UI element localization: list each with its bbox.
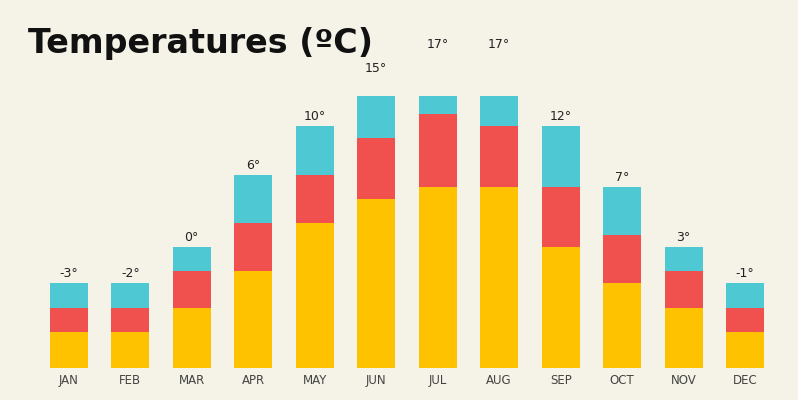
Bar: [603, 283, 642, 368]
Bar: [542, 126, 580, 187]
Bar: [234, 223, 272, 271]
Bar: [358, 78, 395, 138]
Bar: [480, 187, 518, 368]
Bar: [480, 54, 518, 126]
Bar: [49, 332, 88, 368]
Text: 0°: 0°: [184, 231, 199, 244]
Text: 7°: 7°: [615, 171, 630, 184]
Bar: [358, 199, 395, 368]
Bar: [111, 283, 149, 308]
Text: Temperatures (ºC): Temperatures (ºC): [28, 27, 373, 60]
Bar: [726, 283, 764, 308]
Text: 12°: 12°: [550, 110, 571, 123]
Bar: [419, 114, 456, 187]
Bar: [49, 308, 88, 332]
Bar: [542, 187, 580, 247]
Text: -3°: -3°: [59, 267, 78, 280]
Bar: [172, 308, 211, 368]
Bar: [49, 283, 88, 308]
Text: 10°: 10°: [303, 110, 326, 123]
Text: 17°: 17°: [427, 38, 448, 51]
Text: 17°: 17°: [488, 38, 511, 51]
Text: -1°: -1°: [736, 267, 755, 280]
Bar: [665, 271, 703, 308]
Bar: [665, 308, 703, 368]
Bar: [603, 187, 642, 235]
Text: 3°: 3°: [677, 231, 691, 244]
Bar: [358, 138, 395, 199]
Bar: [234, 271, 272, 368]
Bar: [296, 223, 334, 368]
Bar: [172, 271, 211, 308]
Bar: [542, 247, 580, 368]
Bar: [726, 332, 764, 368]
Bar: [603, 235, 642, 283]
Bar: [726, 308, 764, 332]
Bar: [665, 247, 703, 271]
Text: 15°: 15°: [365, 62, 387, 75]
Bar: [419, 187, 456, 368]
Bar: [296, 174, 334, 223]
Bar: [234, 174, 272, 223]
Bar: [111, 308, 149, 332]
Bar: [172, 247, 211, 271]
Text: 6°: 6°: [246, 158, 260, 172]
Text: -2°: -2°: [121, 267, 140, 280]
Bar: [111, 332, 149, 368]
Bar: [480, 126, 518, 187]
Bar: [296, 126, 334, 174]
Bar: [419, 54, 456, 114]
